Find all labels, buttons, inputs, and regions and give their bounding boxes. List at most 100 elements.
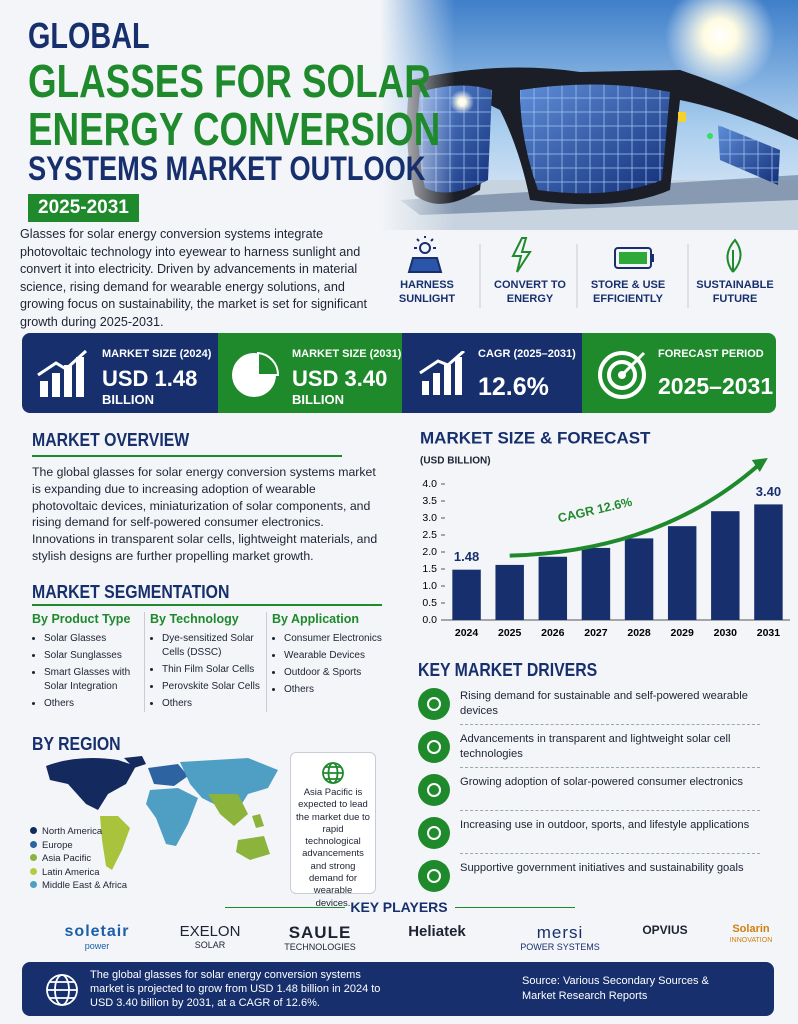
feature-label: SUSTAINABLE FUTURE xyxy=(696,279,774,305)
segment-item: Others xyxy=(284,683,384,697)
y-tick-label: 1.0 xyxy=(422,580,437,592)
player-sub: POWER SYSTEMS xyxy=(520,942,600,952)
stat-label: MARKET SIZE (2024) xyxy=(102,348,212,360)
footer-summary: The global glasses for solar energy conv… xyxy=(90,969,381,1009)
feature-label: STORE & USE EFFICIENTLY xyxy=(590,279,666,305)
bar xyxy=(711,511,740,620)
legend-entry: North America xyxy=(30,825,140,839)
player-logo: Heliatek xyxy=(392,924,482,939)
separator xyxy=(460,767,760,768)
glyph xyxy=(427,869,441,883)
driver-text: Rising demand for sustainable and self-p… xyxy=(460,690,748,717)
arrow-head xyxy=(751,458,768,472)
segment-item: Thin Film Solar Cells xyxy=(162,663,264,677)
player-logo: mersi POWER SYSTEMS xyxy=(515,924,605,952)
bar xyxy=(624,538,654,620)
player-sub: TECHNOLOGIES xyxy=(284,942,356,952)
bar xyxy=(452,569,481,620)
segment-item: Perovskite Solar Cells xyxy=(162,680,264,694)
stat-label: CAGR (2025–2031) xyxy=(478,348,576,360)
intro-text: Glasses for solar energy conversion syst… xyxy=(20,227,367,329)
glyph xyxy=(427,826,441,840)
legend-entry: Asia Pacific xyxy=(30,852,140,866)
footer-source: Source: Various Secondary Sources & Mark… xyxy=(522,975,709,1002)
driver-icon xyxy=(418,817,450,849)
player-logo: OPVIUS xyxy=(620,924,710,936)
segment-heading: By Application xyxy=(272,612,360,626)
segment-column: By Product Type Solar Glasses Solar Sungla… xyxy=(32,612,142,714)
stat-unit: BILLION xyxy=(102,392,154,407)
legend-swatch xyxy=(30,827,37,834)
legend-entry: Europe xyxy=(30,839,140,853)
y-axis-label: (USD BILLION) xyxy=(420,456,491,467)
x-tick-label: 2027 xyxy=(584,627,608,639)
legend-label: Latin America xyxy=(42,866,100,878)
driver-text: Advancements in transparent and lightwei… xyxy=(460,733,731,760)
stat-value: 2025–2031 xyxy=(658,373,774,399)
feature-label: CONVERT TO ENERGY xyxy=(494,279,566,305)
bar xyxy=(538,556,568,620)
y-tick-label: 3.0 xyxy=(422,512,437,524)
rule xyxy=(32,455,342,457)
driver-icon xyxy=(418,688,450,720)
player-name: SAULE xyxy=(288,923,352,942)
legend-label: Europe xyxy=(42,839,73,851)
separator xyxy=(460,724,760,725)
section-title: KEY MARKET DRIVERS xyxy=(418,660,598,680)
driver-text: Growing adoption of solar-powered consum… xyxy=(460,776,743,788)
x-tick-label: 2029 xyxy=(671,627,695,639)
world-map xyxy=(46,756,278,870)
stat-value: USD 3.40 xyxy=(292,366,388,391)
stat-card: CAGR (2025–2031) 12.6% xyxy=(402,333,582,413)
column-divider xyxy=(266,612,267,712)
x-tick-label: 2024 xyxy=(455,627,479,639)
player-sub: SOLAR xyxy=(194,940,226,950)
segment-item: Consumer Electronics xyxy=(284,632,384,646)
x-tick-label: 2025 xyxy=(498,627,522,639)
stat-card: MARKET SIZE (2024) USD 1.48 BILLION xyxy=(22,333,218,413)
driver-text: Supportive government initiatives and su… xyxy=(460,862,744,874)
title-line: GLASSES FOR SOLAR xyxy=(28,55,431,107)
title-line: GLOBAL xyxy=(28,15,150,56)
y-tick-label: 1.5 xyxy=(422,563,437,575)
y-tick-label: 2.5 xyxy=(422,529,437,541)
segment-list: Solar Glasses Solar Sunglasses Smart Glass… xyxy=(32,632,142,710)
title-line: SYSTEMS MARKET OUTLOOK xyxy=(28,150,426,188)
globe-icon xyxy=(46,974,78,1006)
segment-item: Dye-sensitized Solar Cells (DSSC) xyxy=(162,632,264,659)
section-title: MARKET SEGMENTATION xyxy=(32,582,230,602)
player-logo: Solarin INNOVATION xyxy=(706,924,796,945)
feature-icons xyxy=(407,236,742,308)
legend-swatch xyxy=(30,840,37,848)
player-logo: SAULE TECHNOLOGIES xyxy=(275,924,365,952)
stat-value: USD 1.48 xyxy=(102,366,198,391)
stat-unit: BILLION xyxy=(292,392,344,407)
stat-card: MARKET SIZE (2031) USD 3.40 BILLION xyxy=(218,333,402,413)
icon-glyph xyxy=(427,869,441,883)
rule xyxy=(225,907,345,908)
icon-glyph xyxy=(427,697,441,711)
legend-entry: Middle East & Africa xyxy=(30,879,140,893)
segment-item: Smart Glasses with Solar Integration xyxy=(44,666,142,693)
glyph xyxy=(427,697,441,711)
note-text: Asia Pacific is expected to lead the mar… xyxy=(296,787,370,909)
value-label: 1.48 xyxy=(454,549,479,564)
legend-swatch xyxy=(30,881,37,888)
legend-label: North America xyxy=(42,826,103,837)
section-title: KEY PLAYERS xyxy=(350,899,448,915)
segmentation-columns: By Product Type Solar Glasses Solar Sungla… xyxy=(32,612,392,722)
icon-glyph xyxy=(427,826,441,840)
overview-text: The global glasses for solar energy conv… xyxy=(32,465,378,563)
x-tick-label: 2031 xyxy=(757,627,781,639)
segment-item: Others xyxy=(162,697,264,711)
driver-icon xyxy=(418,774,450,806)
footer: The global glasses for solar energy conv… xyxy=(22,962,774,1016)
feature-label: HARNESS SUNLIGHT xyxy=(398,279,456,305)
period-badge: 2025-2031 xyxy=(28,194,139,222)
hero-image xyxy=(380,0,798,230)
player-name: EXELON xyxy=(179,923,241,940)
separator xyxy=(460,810,760,811)
stat-card: FORECAST PERIOD 2025–2031 xyxy=(582,333,776,413)
